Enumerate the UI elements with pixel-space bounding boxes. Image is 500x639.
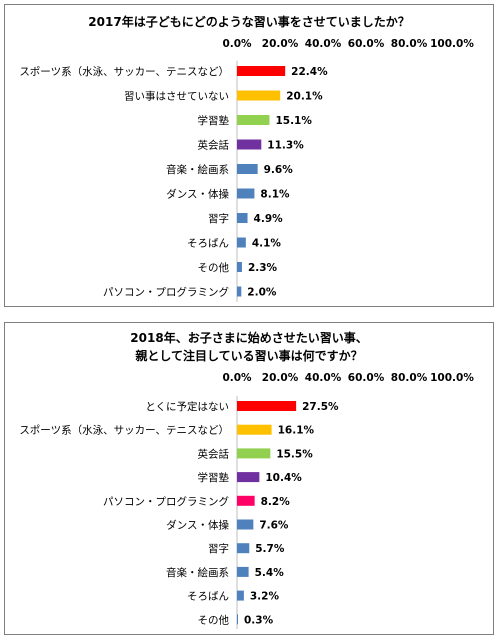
data-label-2018: 5.4% [255, 567, 285, 579]
bar-2018 [237, 424, 272, 435]
x-tick-label-2017: 40.0% [305, 38, 342, 50]
data-label-2017: 8.1% [260, 189, 290, 201]
bar-2017 [237, 164, 258, 174]
x-tick-label-2017: 0.0% [222, 38, 252, 50]
bar-2018 [237, 566, 249, 577]
category-label-2018: パソコン・プログラミング [103, 495, 229, 508]
data-label-2017: 15.1% [275, 115, 312, 127]
x-tick-label-2018: 80.0% [391, 372, 428, 384]
data-label-2018: 8.2% [261, 496, 291, 508]
bar-chart-2017: 0.0% 20.0% 40.0% 60.0% 80.0% 100.0% スポーツ系（水泳、サ… [19, 38, 474, 302]
data-label-2018: 7.6% [259, 520, 289, 532]
bar-2017 [237, 262, 242, 272]
category-label-2017: パソコン・プログラミング [103, 286, 229, 299]
category-label-2017: 音楽・絵画系 [166, 163, 229, 176]
category-label-2017: 習字 [208, 212, 229, 225]
bar-2018 [237, 519, 254, 530]
category-label-2018: ダンス・体操 [166, 519, 229, 532]
bar-2018 [237, 543, 250, 554]
x-tick-label-2018: 40.0% [305, 372, 342, 384]
data-label-2017: 11.3% [267, 140, 304, 152]
chart-title-2018-line2: 親として注目している習い事は何ですか？ [135, 349, 363, 363]
category-label-2018: 音楽・絵画系 [166, 566, 229, 579]
category-label-2017: 学習塾 [198, 114, 230, 127]
data-label-2018: 27.5% [302, 401, 339, 413]
bar-2017 [237, 90, 281, 101]
chart-title-2017: 2017年は子どもにどのような習い事をさせていましたか？ [88, 15, 410, 29]
data-label-2017: 2.0% [247, 287, 277, 299]
data-label-2017: 2.3% [248, 262, 278, 274]
x-tick-label-2017: 60.0% [348, 38, 385, 50]
x-tick-label-2018: 100.0% [430, 372, 474, 384]
bar-2018 [237, 614, 238, 625]
bar-2018 [237, 495, 255, 506]
category-label-2017: 習い事はさせていない [124, 90, 229, 103]
data-label-2018: 3.2% [250, 591, 280, 603]
x-tick-label-2017: 100.0% [430, 38, 474, 50]
bar-2017 [237, 139, 262, 150]
bar-2018 [237, 590, 244, 601]
x-tick-label-2018: 20.0% [262, 372, 299, 384]
data-label-2017: 4.1% [252, 238, 282, 250]
category-label-2018: 英会話 [198, 447, 230, 460]
bar-2017 [237, 188, 255, 199]
data-label-2017: 4.9% [254, 213, 284, 225]
category-label-2018: 学習塾 [198, 471, 230, 484]
category-label-2017: ダンス・体操 [166, 188, 229, 201]
data-label-2017: 9.6% [264, 164, 294, 176]
category-label-2018: 習字 [208, 542, 229, 555]
chart-panel-2018: 2018年、お子さまに始めさせたい習い事、 親として注目している習い事は何ですか… [4, 322, 494, 635]
category-label-2017: その他 [198, 261, 230, 274]
data-label-2018: 10.4% [265, 472, 302, 484]
data-label-2017: 20.1% [286, 91, 323, 103]
category-label-2018: その他 [198, 613, 230, 626]
bar-2018 [237, 472, 260, 483]
data-label-2018: 15.5% [276, 448, 313, 460]
data-label-2018: 5.7% [255, 543, 285, 555]
bar-2017 [237, 66, 286, 76]
category-label-2018: スポーツ系（水泳、サッカー、テニスなど） [19, 424, 229, 437]
x-tick-label-2018: 0.0% [222, 372, 252, 384]
bar-chart-2018: 0.0% 20.0% 40.0% 60.0% 80.0% 100.0% とくに予定はない 27… [19, 372, 474, 630]
chart-title-2018-line1: 2018年、お子さまに始めさせたい習い事、 [130, 331, 368, 345]
category-label-2018: そろばん [187, 591, 229, 603]
x-tick-label-2018: 60.0% [348, 372, 385, 384]
bar-2017 [237, 237, 246, 248]
category-label-2017: 英会話 [198, 139, 230, 152]
category-label-2017: そろばん [187, 238, 229, 250]
chart-panel-2017: 2017年は子どもにどのような習い事をさせていましたか？ 0.0% 20.0% 40… [4, 4, 494, 307]
bar-2017 [237, 286, 242, 297]
x-tick-label-2017: 80.0% [391, 38, 428, 50]
bar-2017 [237, 115, 270, 125]
bar-2018 [237, 448, 271, 459]
bar-2017 [237, 213, 248, 223]
category-label-2017: スポーツ系（水泳、サッカー、テニスなど） [19, 65, 229, 78]
bar-2018 [237, 401, 297, 411]
data-label-2018: 16.1% [278, 425, 315, 437]
x-tick-label-2017: 20.0% [262, 38, 299, 50]
data-label-2017: 22.4% [291, 66, 328, 78]
data-label-2018: 0.3% [244, 614, 274, 626]
category-label-2018: とくに予定はない [145, 400, 229, 413]
